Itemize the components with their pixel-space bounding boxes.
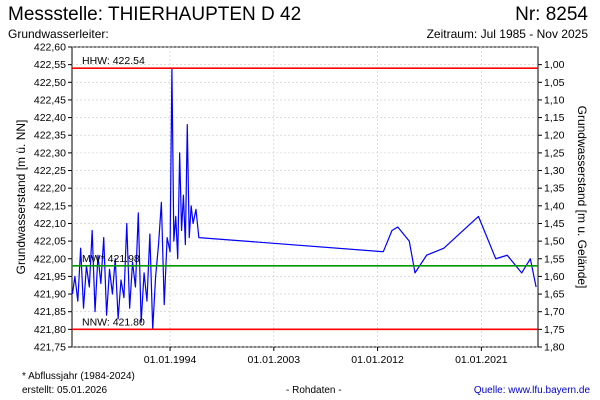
y-tick-label: 422,45 bbox=[34, 94, 66, 106]
y2-tick-label: 1,40 bbox=[544, 200, 565, 212]
y-tick-label: 422,15 bbox=[34, 200, 66, 212]
y-axis-label: Grundwasserstand [m ü. NN] bbox=[14, 120, 28, 275]
y2-tick-label: 1,45 bbox=[544, 218, 565, 230]
y2-tick-label: 1,30 bbox=[544, 165, 565, 177]
y-tick-label: 422,55 bbox=[34, 59, 66, 71]
y2-tick-label: 1,05 bbox=[544, 77, 565, 89]
y2-axis-label: Grundwasserstand [m u. Gelände] bbox=[575, 106, 589, 289]
y-tick-label: 421,80 bbox=[34, 324, 66, 336]
page-title: Messstelle: THIERHAUPTEN D 42 bbox=[8, 4, 302, 25]
reference-line-label: MW* 421.98 bbox=[82, 253, 140, 265]
y2-tick-label: 1,65 bbox=[544, 289, 565, 301]
y2-tick-label: 1,70 bbox=[544, 306, 565, 318]
groundwater-series-line bbox=[71, 67, 537, 330]
y-tick-label: 422,60 bbox=[34, 42, 66, 54]
y-tick-label: 422,05 bbox=[34, 236, 66, 248]
y-tick-label: 422,10 bbox=[34, 218, 66, 230]
y2-tick-label: 1,55 bbox=[544, 253, 565, 265]
x-tick-label: 01.01.2021 bbox=[455, 354, 508, 366]
y2-tick-label: 1,25 bbox=[544, 147, 565, 159]
y-tick-label: 421,95 bbox=[34, 271, 66, 283]
station-number: Nr: 8254 bbox=[515, 4, 588, 25]
created-date: erstellt: 05.01.2026 bbox=[22, 385, 108, 396]
raw-data-note: - Rohdaten - bbox=[286, 385, 342, 396]
y2-tick-label: 1,75 bbox=[544, 324, 565, 336]
y2-tick-label: 1,80 bbox=[544, 342, 565, 354]
y2-tick-label: 1,35 bbox=[544, 183, 565, 195]
y-tick-label: 422,25 bbox=[34, 165, 66, 177]
reference-line-label: HHW: 422.54 bbox=[82, 55, 145, 67]
y-tick-label: 422,00 bbox=[34, 253, 66, 265]
y2-tick-label: 1,50 bbox=[544, 236, 565, 248]
y2-tick-label: 1,20 bbox=[544, 130, 565, 142]
y-tick-label: 421,90 bbox=[34, 289, 66, 301]
reference-line-label: NNW: 421.80 bbox=[82, 316, 145, 328]
y-tick-label: 422,20 bbox=[34, 183, 66, 195]
period-label: Zeitraum: Jul 1985 - Nov 2025 bbox=[426, 27, 588, 41]
aquifer-label: Grundwasserleiter: bbox=[8, 27, 109, 41]
footnote: * Abflussjahr (1984-2024) bbox=[22, 371, 135, 382]
y-tick-label: 422,35 bbox=[34, 130, 66, 142]
y-tick-label: 422,50 bbox=[34, 77, 66, 89]
y2-tick-label: 1,10 bbox=[544, 94, 565, 106]
y2-tick-label: 1,00 bbox=[544, 59, 565, 71]
source-link[interactable]: Quelle: www.lfu.bayern.de bbox=[473, 385, 590, 396]
y-tick-label: 422,30 bbox=[34, 147, 66, 159]
y-tick-label: 421,75 bbox=[34, 342, 66, 354]
y2-tick-label: 1,60 bbox=[544, 271, 565, 283]
y-tick-label: 422,40 bbox=[34, 112, 66, 124]
x-tick-label: 01.01.1994 bbox=[144, 354, 197, 366]
y-tick-label: 421,85 bbox=[34, 306, 66, 318]
plot-area bbox=[71, 46, 539, 348]
x-tick-label: 01.01.2012 bbox=[351, 354, 404, 366]
x-tick-label: 01.01.2003 bbox=[248, 354, 301, 366]
y2-tick-label: 1,15 bbox=[544, 112, 565, 124]
